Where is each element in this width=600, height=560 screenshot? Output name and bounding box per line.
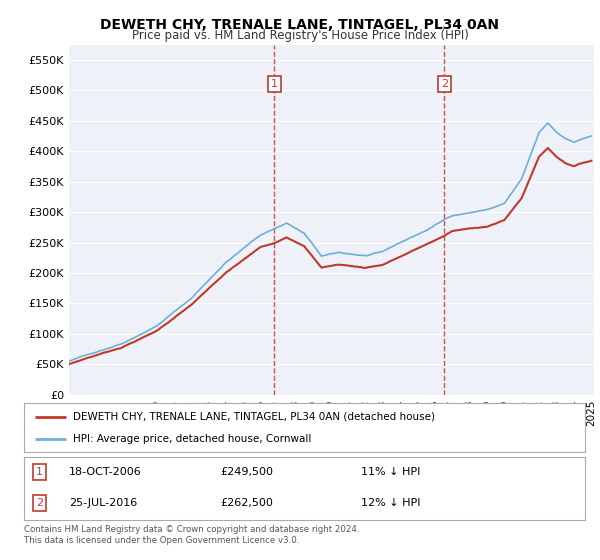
Text: 18-OCT-2006: 18-OCT-2006 [69, 467, 142, 477]
Text: Contains HM Land Registry data © Crown copyright and database right 2024.
This d: Contains HM Land Registry data © Crown c… [24, 525, 359, 545]
Text: 25-JUL-2016: 25-JUL-2016 [69, 498, 137, 508]
Text: Price paid vs. HM Land Registry's House Price Index (HPI): Price paid vs. HM Land Registry's House … [131, 29, 469, 42]
Text: £262,500: £262,500 [220, 498, 273, 508]
Text: £249,500: £249,500 [220, 467, 274, 477]
Text: 1: 1 [36, 467, 43, 477]
Text: HPI: Average price, detached house, Cornwall: HPI: Average price, detached house, Corn… [73, 434, 312, 444]
Text: 11% ↓ HPI: 11% ↓ HPI [361, 467, 420, 477]
Text: 2: 2 [36, 498, 43, 508]
Text: DEWETH CHY, TRENALE LANE, TINTAGEL, PL34 0AN (detached house): DEWETH CHY, TRENALE LANE, TINTAGEL, PL34… [73, 412, 436, 422]
Text: 2: 2 [440, 80, 448, 90]
Text: 1: 1 [271, 80, 278, 90]
Text: 12% ↓ HPI: 12% ↓ HPI [361, 498, 420, 508]
Text: DEWETH CHY, TRENALE LANE, TINTAGEL, PL34 0AN: DEWETH CHY, TRENALE LANE, TINTAGEL, PL34… [101, 18, 499, 32]
